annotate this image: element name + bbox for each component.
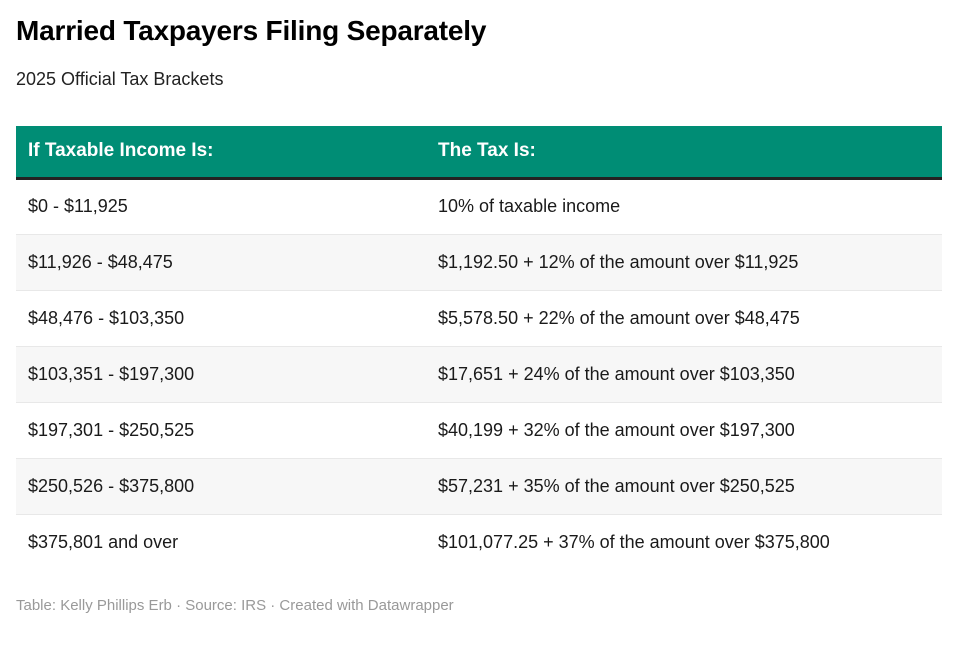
tax-formula-cell: $5,578.50 + 22% of the amount over $48,4…	[426, 289, 942, 346]
tax-formula-cell: $1,192.50 + 12% of the amount over $11,9…	[426, 233, 942, 290]
income-range-cell: $250,526 - $375,800	[16, 457, 426, 514]
attribution-line: Table: Kelly Phillips Erb · Source: IRS …	[16, 597, 454, 614]
table-row: $250,526 - $375,800 $57,231 + 35% of the…	[16, 457, 942, 514]
income-range-cell: $103,351 - $197,300	[16, 345, 426, 402]
tax-formula-cell: $40,199 + 32% of the amount over $197,30…	[426, 401, 942, 458]
tax-formula-cell: $101,077.25 + 37% of the amount over $37…	[426, 513, 942, 570]
income-range-cell: $375,801 and over	[16, 513, 426, 570]
table-row: $103,351 - $197,300 $17,651 + 24% of the…	[16, 345, 942, 402]
table-header-row: If Taxable Income Is: The Tax Is:	[16, 126, 942, 180]
income-range-cell: $0 - $11,925	[16, 178, 426, 234]
column-header-tax: The Tax Is:	[426, 126, 942, 180]
income-range-cell: $48,476 - $103,350	[16, 289, 426, 346]
income-range-cell: $11,926 - $48,475	[16, 233, 426, 290]
page-title: Married Taxpayers Filing Separately	[16, 15, 487, 46]
income-range-cell: $197,301 - $250,525	[16, 401, 426, 458]
tax-formula-cell: $17,651 + 24% of the amount over $103,35…	[426, 345, 942, 402]
tax-formula-cell: 10% of taxable income	[426, 178, 942, 234]
tax-formula-cell: $57,231 + 35% of the amount over $250,52…	[426, 457, 942, 514]
column-header-taxable-income: If Taxable Income Is:	[16, 126, 426, 180]
tax-brackets-table: If Taxable Income Is: The Tax Is: $0 - $…	[16, 126, 942, 570]
table-row: $375,801 and over $101,077.25 + 37% of t…	[16, 513, 942, 570]
page-subtitle: 2025 Official Tax Brackets	[16, 69, 224, 89]
table-row: $197,301 - $250,525 $40,199 + 32% of the…	[16, 401, 942, 458]
table-row: $0 - $11,925 10% of taxable income	[16, 178, 942, 234]
table-row: $48,476 - $103,350 $5,578.50 + 22% of th…	[16, 289, 942, 346]
table-row: $11,926 - $48,475 $1,192.50 + 12% of the…	[16, 233, 942, 290]
